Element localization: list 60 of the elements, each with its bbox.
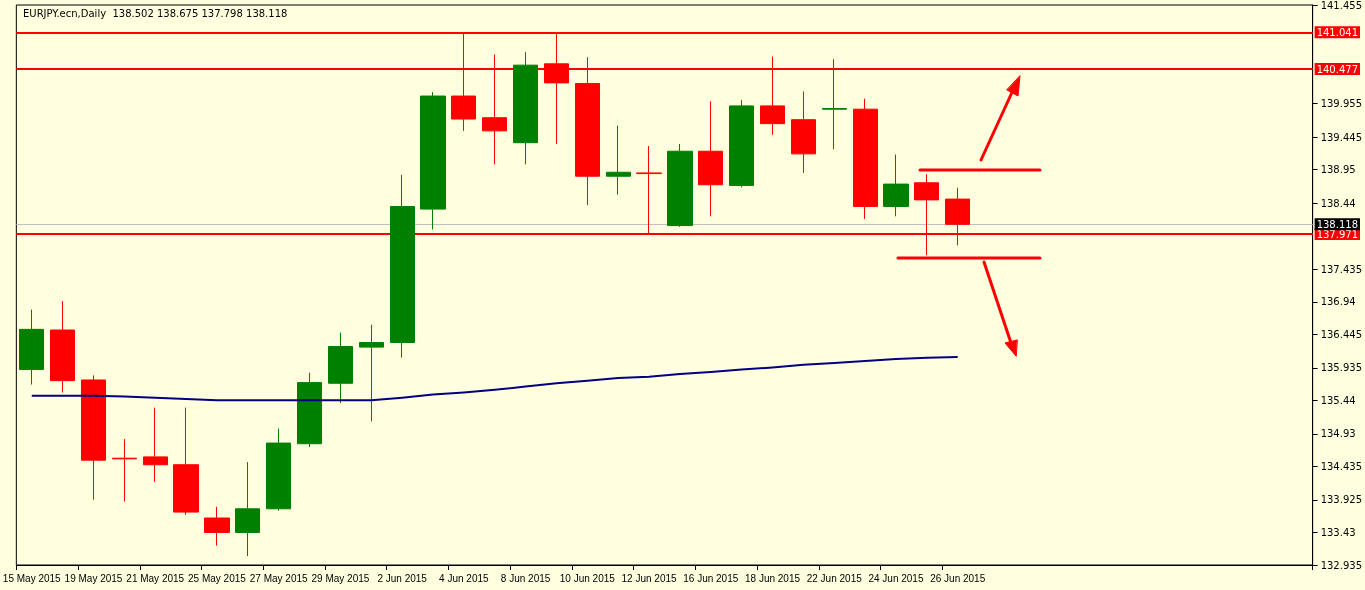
ref-line-label: 138.118 — [1316, 218, 1359, 230]
ref-line-label: 141.041 — [1316, 26, 1359, 38]
y-tick-label: 133.43 — [1320, 526, 1356, 538]
candlestick — [822, 58, 847, 150]
candlestick — [143, 407, 168, 483]
y-tick-label: 139.445 — [1320, 131, 1363, 143]
x-tick-label: 29 May 2015 — [311, 572, 370, 584]
y-tick-label: 132.935 — [1320, 559, 1363, 571]
candlestick — [173, 407, 199, 516]
x-tick-label: 16 Jun 2015 — [683, 572, 739, 584]
candlestick — [667, 143, 693, 228]
x-tick-label: 22 Jun 2015 — [806, 572, 863, 584]
candlestick — [883, 154, 909, 217]
candlestick — [390, 174, 415, 359]
y-tick-label: 136.94 — [1320, 296, 1356, 308]
x-tick-label: 24 Jun 2015 — [868, 572, 924, 584]
x-tick-label: 10 Jun 2015 — [559, 572, 616, 584]
x-tick-label: 26 Jun 2015 — [930, 572, 986, 584]
chart-title: EURJPY.ecn,Daily 138.502 138.675 137.798 138.118 — [23, 7, 288, 19]
x-tick-label: 2 Jun 2015 — [377, 572, 428, 584]
candlestick — [50, 300, 75, 393]
x-tick-label: 15 May 2015 — [2, 572, 62, 584]
x-tick-label: 12 Jun 2015 — [621, 572, 678, 584]
candlestick — [112, 438, 137, 503]
y-tick-label: 141.455 — [1320, 0, 1363, 11]
x-tick-label: 21 May 2015 — [126, 572, 185, 584]
y-tick-label: 138.95 — [1320, 164, 1356, 176]
y-tick-label: 135.44 — [1320, 394, 1356, 406]
y-tick-label: 137.435 — [1320, 263, 1363, 275]
ref-line-label: 137.971 — [1316, 228, 1359, 240]
x-tick-label: 25 May 2015 — [188, 572, 247, 584]
candlestick — [420, 91, 446, 230]
x-tick-label: 8 Jun 2015 — [500, 572, 551, 584]
x-tick-label: 4 Jun 2015 — [439, 572, 490, 584]
y-tick-label: 135.935 — [1320, 362, 1363, 374]
candlestick — [19, 309, 44, 386]
x-tick-label: 18 Jun 2015 — [744, 572, 801, 584]
line-series — [30, 355, 959, 402]
candlestick — [729, 99, 754, 188]
y-tick-label: 139.955 — [1320, 98, 1363, 110]
y-tick-label: 134.93 — [1320, 428, 1356, 440]
candlestick — [698, 100, 723, 217]
candlestick — [81, 374, 106, 501]
candlestick — [328, 332, 353, 404]
x-tick-label: 19 May 2015 — [64, 572, 123, 584]
candlestick — [606, 125, 631, 196]
y-tick-label: 138.44 — [1320, 197, 1356, 209]
candlestick — [266, 428, 291, 512]
candlestick — [513, 51, 538, 165]
y-tick-label: 136.445 — [1320, 328, 1363, 340]
ref-line-label: 140.477 — [1316, 63, 1359, 75]
candlestick — [297, 372, 322, 448]
candlestick — [853, 98, 878, 220]
candlestick — [204, 506, 230, 547]
x-tick-label: 27 May 2015 — [249, 572, 309, 584]
candlestick — [359, 324, 384, 422]
candlestick — [791, 90, 816, 174]
candlestick — [235, 461, 260, 557]
y-tick-label: 133.925 — [1320, 494, 1363, 506]
y-tick-label: 134.435 — [1320, 460, 1363, 472]
